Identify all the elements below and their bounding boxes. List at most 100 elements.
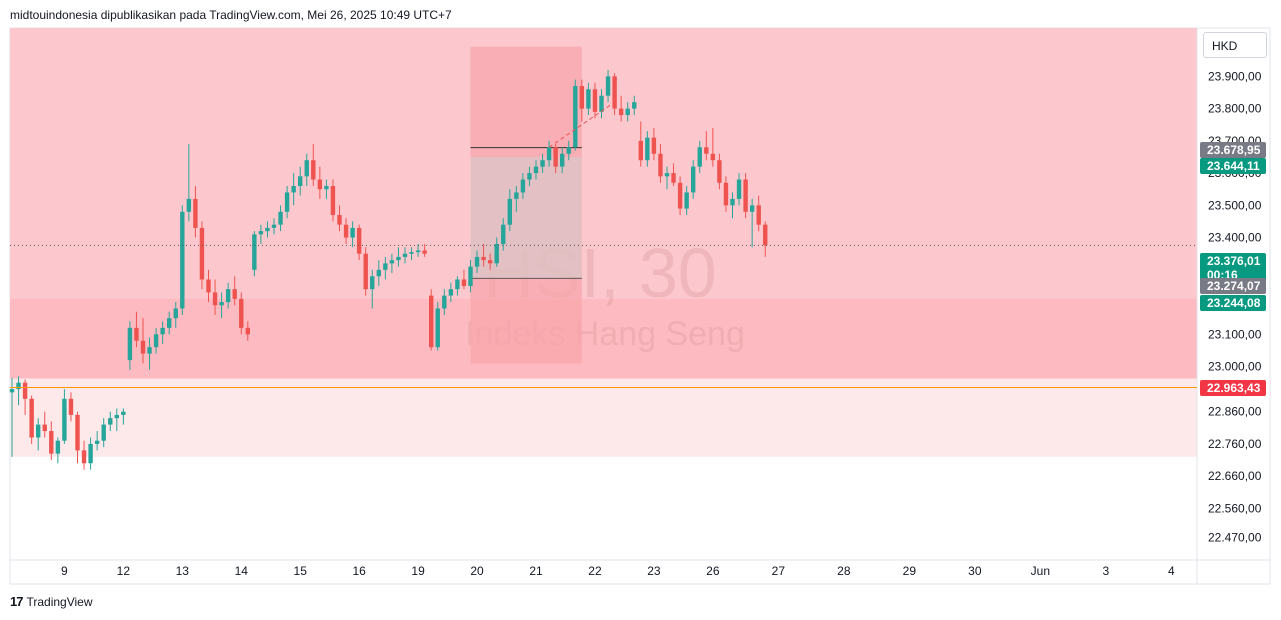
candle: [101, 418, 106, 448]
candle: [284, 185, 290, 219]
candle: [632, 95, 637, 116]
candle-body: [291, 185, 296, 193]
candle: [710, 127, 716, 167]
candle: [180, 205, 185, 315]
candle: [114, 408, 119, 432]
candle: [81, 440, 87, 470]
candle: [612, 73, 617, 116]
candle: [560, 147, 565, 174]
candle-body: [605, 76, 611, 96]
candle: [140, 318, 146, 364]
x-tick-label: 21: [529, 564, 543, 578]
box-layer: [470, 46, 582, 364]
candle: [514, 185, 519, 212]
candles-layer: [9, 69, 768, 470]
candle-body: [153, 334, 159, 348]
price-badge-bg: [1200, 278, 1266, 294]
candle-body: [127, 327, 133, 361]
candle: [487, 253, 493, 270]
candle-body: [311, 160, 316, 180]
candle-body: [140, 340, 146, 354]
candle-body: [638, 140, 643, 161]
price-badge: 23.274,07: [1200, 278, 1266, 294]
lines-layer: [10, 101, 1197, 389]
candle-body: [376, 269, 381, 277]
candle: [389, 253, 395, 274]
price-badge: 22.963,43: [1200, 380, 1266, 396]
candle-body: [599, 95, 604, 112]
candle-body: [586, 89, 591, 109]
candle: [409, 247, 414, 261]
candle: [225, 282, 231, 309]
candle-body: [167, 318, 172, 328]
candle-body: [42, 424, 47, 432]
candle: [474, 250, 480, 274]
y-tick-label: 22.860,00: [1208, 405, 1262, 419]
candle-body: [265, 227, 270, 232]
x-tick-label: 30: [968, 564, 982, 578]
candle: [36, 418, 41, 451]
candle: [592, 82, 598, 119]
candle: [763, 221, 768, 257]
candle: [501, 218, 506, 251]
candle: [232, 276, 237, 306]
candle: [415, 244, 421, 257]
candle-body: [356, 227, 362, 254]
candle-body: [304, 160, 309, 177]
candle: [62, 389, 67, 444]
candle: [697, 140, 702, 174]
candle-body: [691, 166, 696, 193]
x-tick-label: 29: [903, 564, 917, 578]
candle: [193, 185, 198, 238]
y-tick-label: 23.100,00: [1208, 327, 1262, 341]
candle-body: [612, 76, 617, 109]
candle: [245, 321, 250, 341]
candle-body: [566, 147, 571, 154]
candle-body: [429, 295, 434, 348]
candle: [638, 121, 643, 167]
candle-body: [415, 250, 421, 253]
currency-button[interactable]: HKD: [1203, 32, 1267, 58]
candle: [121, 408, 126, 425]
candle-body: [625, 108, 630, 116]
candle-body: [520, 179, 526, 193]
candle-body: [494, 244, 499, 264]
candle-body: [225, 289, 231, 303]
candle-body: [763, 224, 768, 246]
candle: [252, 231, 257, 277]
x-tick-label: 12: [117, 564, 131, 578]
candle: [167, 311, 172, 335]
candle-body: [350, 227, 355, 238]
candle: [160, 321, 165, 344]
candle: [429, 289, 434, 351]
candle-body: [402, 253, 408, 257]
candle: [212, 279, 218, 315]
candle-body: [481, 256, 486, 261]
tradingview-logo[interactable]: 17 TradingView: [10, 594, 93, 609]
candle-body: [94, 440, 100, 444]
candle: [540, 153, 545, 174]
candle: [147, 337, 152, 370]
candle-body: [396, 256, 401, 261]
candle-body: [507, 198, 512, 225]
candle-body: [317, 179, 323, 190]
candle: [134, 311, 139, 348]
candle: [396, 247, 401, 267]
dashed-trend-line: [548, 101, 615, 148]
candle-body: [743, 179, 748, 212]
price-badge-bg: [1200, 253, 1266, 283]
candle-body: [324, 185, 329, 190]
candle: [55, 437, 61, 464]
candle: [435, 302, 440, 351]
candle-body: [546, 147, 552, 161]
candle: [448, 282, 454, 303]
candle: [422, 244, 427, 257]
candle: [278, 205, 283, 232]
candle-body: [121, 411, 126, 415]
y-tick-label: 23.400,00: [1208, 231, 1262, 245]
candle-body: [284, 192, 290, 212]
candle-body: [645, 137, 650, 161]
candle-body: [298, 176, 303, 186]
x-tick-label: 28: [837, 564, 851, 578]
